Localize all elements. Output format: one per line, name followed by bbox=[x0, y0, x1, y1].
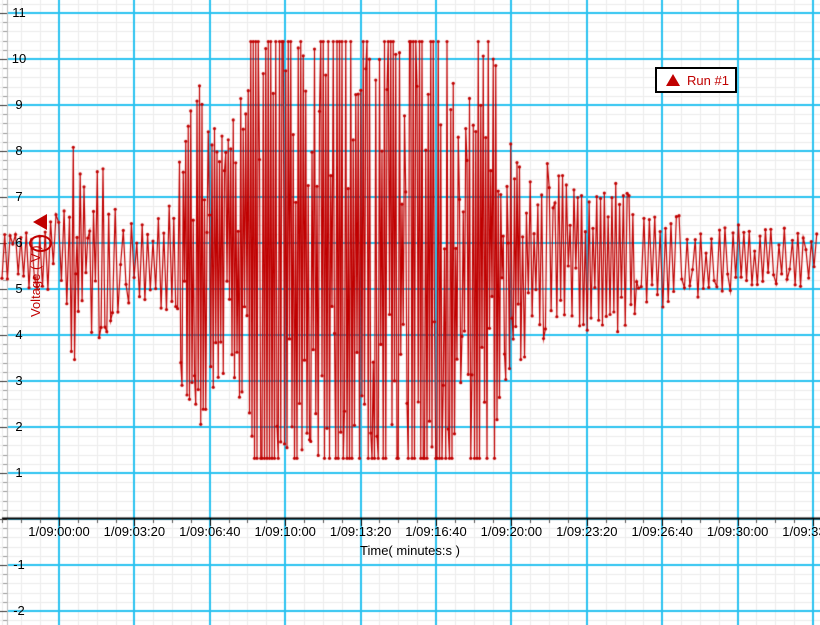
y-tick-label: 2 bbox=[15, 419, 23, 434]
x-tick-label: 1/09:00:00 bbox=[28, 524, 90, 539]
y-tick-label: 6 bbox=[15, 235, 23, 250]
x-tick-label: 1/09:06:40 bbox=[179, 524, 241, 539]
x-axis-title: Time( minutes:s ) bbox=[360, 543, 460, 558]
y-tick-label: 7 bbox=[15, 189, 23, 204]
x-tick-label: 1/09:03:20 bbox=[103, 524, 166, 539]
y-tick-label: 4 bbox=[15, 327, 23, 342]
y-tick-label: 5 bbox=[15, 281, 23, 296]
y-tick-label: 1 bbox=[15, 465, 23, 480]
y-tick-label: -2 bbox=[13, 603, 25, 618]
legend[interactable]: Run #1 bbox=[655, 67, 737, 93]
x-tick-label: 1/09:16:40 bbox=[405, 524, 467, 539]
y-tick-label: 11 bbox=[12, 5, 26, 20]
y-tick-label: -1 bbox=[13, 557, 25, 572]
x-tick-label: 1/09:26:40 bbox=[631, 524, 693, 539]
x-tick-label: 1/09:10:00 bbox=[254, 524, 316, 539]
annotation-circle bbox=[29, 235, 52, 252]
legend-triangle-icon bbox=[666, 74, 680, 86]
axis-marker-triangle-icon[interactable] bbox=[33, 214, 47, 230]
x-tick-label: 1/09:13:20 bbox=[329, 524, 392, 539]
y-tick-label: 8 bbox=[15, 143, 23, 158]
x-tick-label: 1/09:20:00 bbox=[480, 524, 543, 539]
x-tick-label: 1/09:23:20 bbox=[556, 524, 618, 539]
x-tick-label: 1/09:30:00 bbox=[706, 524, 769, 539]
y-tick-label: 10 bbox=[11, 51, 27, 66]
y-tick-label: 3 bbox=[15, 373, 23, 388]
x-tick-label: 1/09:33:20 bbox=[782, 524, 820, 539]
legend-label: Run #1 bbox=[687, 72, 729, 88]
y-tick-label: 9 bbox=[15, 97, 23, 112]
